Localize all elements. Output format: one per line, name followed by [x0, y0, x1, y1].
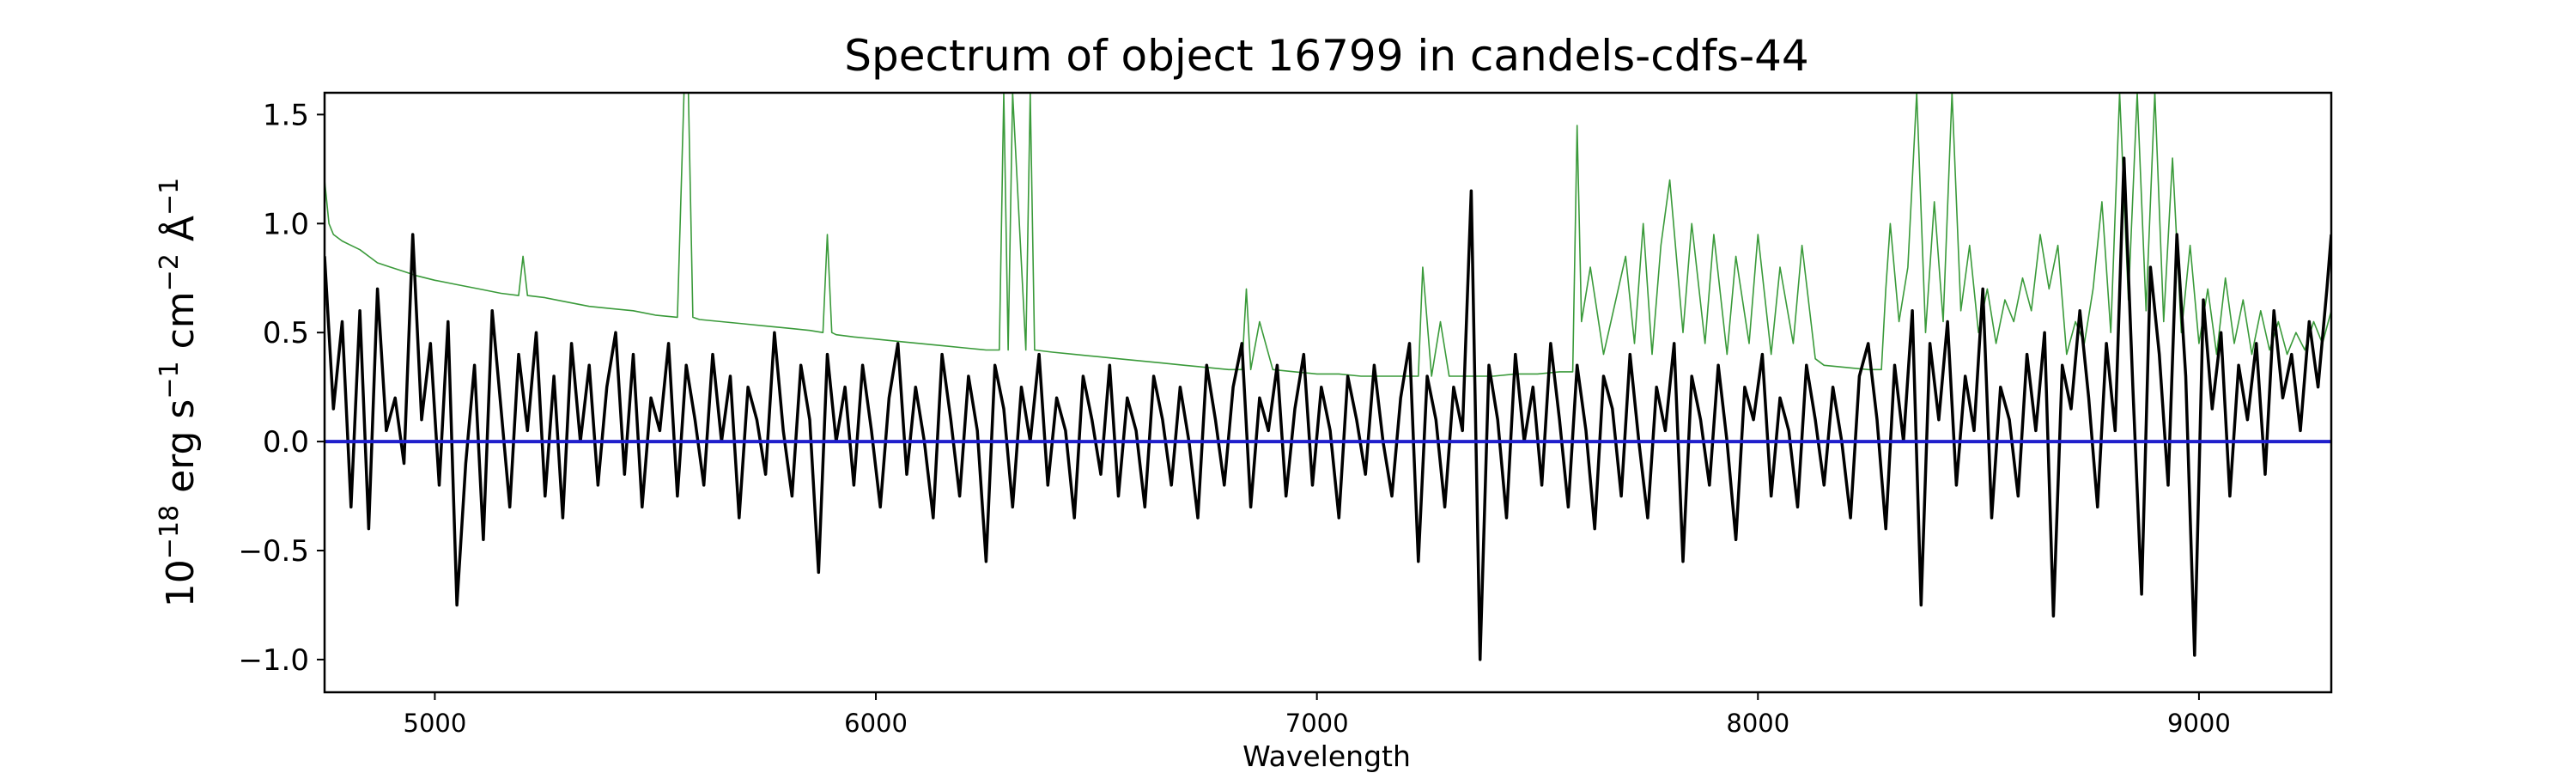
y-axis: −1.0 −0.5 0.0 0.5 1.0 1.5: [238, 98, 325, 678]
x-axis: 5000 6000 7000 8000 9000: [404, 692, 2231, 738]
x-tick-label: 7000: [1285, 709, 1349, 738]
flux-series-line: [325, 156, 2331, 661]
plot-area: [325, 93, 2331, 661]
chart-title: Spectrum of object 16799 in candels-cdfs…: [844, 31, 1809, 81]
x-tick-label: 6000: [844, 709, 908, 738]
plot-frame: [323, 91, 2333, 694]
y-tick-label: −0.5: [238, 534, 309, 569]
y-tick-label: −1.0: [238, 643, 309, 678]
y-axis-label: 10−18 erg s−1 cm−2 Å−1: [155, 178, 203, 607]
x-tick-label: 8000: [1726, 709, 1789, 738]
x-tick-label: 9000: [2167, 709, 2231, 738]
x-axis-label: Wavelength: [1242, 740, 1411, 773]
y-tick-label: 1.0: [263, 207, 309, 241]
y-tick-label: 0.5: [263, 316, 309, 350]
y-tick-label: 0.0: [263, 425, 309, 460]
x-tick-label: 5000: [404, 709, 467, 738]
y-tick-label: 1.5: [263, 98, 309, 132]
